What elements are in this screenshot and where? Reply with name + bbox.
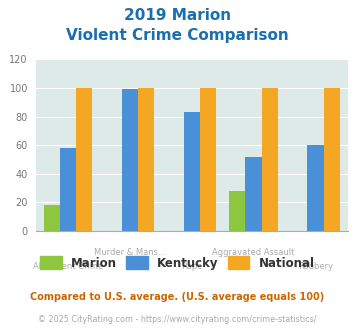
Bar: [184, 112, 200, 231]
Text: Violent Crime Comparison: Violent Crime Comparison: [66, 28, 289, 43]
Legend: Marion, Kentucky, National: Marion, Kentucky, National: [36, 252, 320, 274]
Text: 2019 Marion: 2019 Marion: [124, 8, 231, 23]
Bar: [229, 191, 246, 231]
Text: © 2025 CityRating.com - https://www.cityrating.com/crime-statistics/: © 2025 CityRating.com - https://www.city…: [38, 315, 317, 324]
Bar: [246, 157, 262, 231]
Bar: [307, 145, 324, 231]
Text: All Violent Crime: All Violent Crime: [33, 262, 103, 271]
Bar: [76, 88, 92, 231]
Bar: [60, 148, 76, 231]
Text: Rape: Rape: [181, 262, 202, 271]
Bar: [200, 88, 216, 231]
Text: Murder & Mans...: Murder & Mans...: [94, 248, 166, 257]
Bar: [262, 88, 278, 231]
Bar: [324, 88, 340, 231]
Text: Compared to U.S. average. (U.S. average equals 100): Compared to U.S. average. (U.S. average …: [31, 292, 324, 302]
Text: Aggravated Assault: Aggravated Assault: [212, 248, 295, 257]
Text: Robbery: Robbery: [298, 262, 333, 271]
Bar: [122, 89, 138, 231]
Bar: [138, 88, 154, 231]
Bar: [44, 205, 60, 231]
